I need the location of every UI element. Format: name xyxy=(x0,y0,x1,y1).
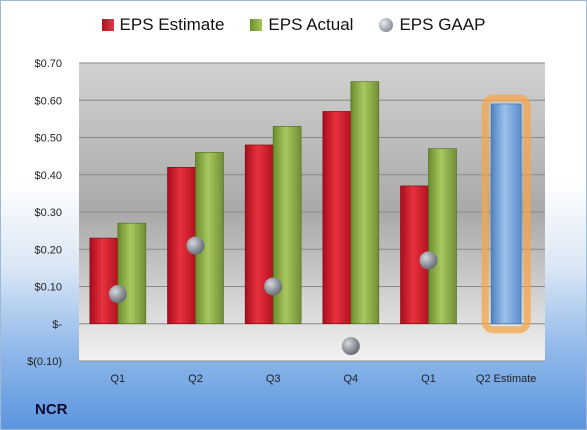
point-eps-gaap xyxy=(108,284,127,303)
point-eps-gaap xyxy=(264,277,283,296)
x-tick-label: Q2 xyxy=(188,373,203,385)
y-tick-label: $0.60 xyxy=(34,95,62,107)
bar-eps-estimate xyxy=(89,237,119,325)
y-tick-label: $0.10 xyxy=(34,282,62,294)
x-axis: Q1 Q2 Q3 Q4 Q1 Q2 Estimate xyxy=(110,373,536,385)
legend-swatch-gaap xyxy=(379,18,394,32)
point-eps-gaap xyxy=(419,251,438,270)
bar-eps-estimate xyxy=(322,111,352,325)
bar-eps-estimate xyxy=(244,144,274,325)
bar-eps-actual xyxy=(117,222,147,325)
x-tick-label: Q4 xyxy=(343,373,358,385)
y-tick-label: $(0.10) xyxy=(27,356,62,368)
x-tick-label: Q1 xyxy=(421,373,436,385)
bar-eps-projected xyxy=(490,103,522,325)
y-tick-label: $0.70 xyxy=(34,58,62,70)
grid-lines xyxy=(79,62,545,362)
x-tick-label: Q3 xyxy=(266,373,281,385)
bar-eps-actual xyxy=(350,81,380,325)
legend-item-gaap: EPS GAAP xyxy=(379,15,485,35)
x-tick-label: Q2 Estimate xyxy=(476,373,537,385)
projected-bar-glow xyxy=(481,94,531,334)
y-tick-label: $0.40 xyxy=(34,170,62,182)
bar-eps-actual xyxy=(428,148,457,325)
bars xyxy=(89,81,531,356)
legend-item-estimate: EPS Estimate xyxy=(101,15,225,35)
point-eps-gaap xyxy=(186,236,205,255)
chart-legend: EPS Estimate EPS Actual EPS GAAP xyxy=(1,15,586,35)
legend-swatch-estimate xyxy=(101,19,114,31)
company-name: NCR xyxy=(35,401,68,418)
x-tick-label: Q1 xyxy=(110,373,125,385)
legend-label-gaap: EPS GAAP xyxy=(399,15,486,34)
y-tick-label: $0.30 xyxy=(34,207,62,219)
y-tick-label: $- xyxy=(52,319,62,331)
y-tick-label: $0.50 xyxy=(34,133,62,145)
y-axis: $0.70 $0.60 $0.50 $0.40 $0.30 $0.20 $0.10 $- $(0… xyxy=(27,58,62,368)
y-tick-label: $0.20 xyxy=(34,244,62,256)
point-eps-gaap xyxy=(341,337,360,356)
legend-swatch-actual xyxy=(250,19,263,31)
legend-label-estimate: EPS Estimate xyxy=(119,15,225,34)
legend-item-actual: EPS Actual xyxy=(250,15,353,35)
legend-label-actual: EPS Actual xyxy=(268,15,354,34)
